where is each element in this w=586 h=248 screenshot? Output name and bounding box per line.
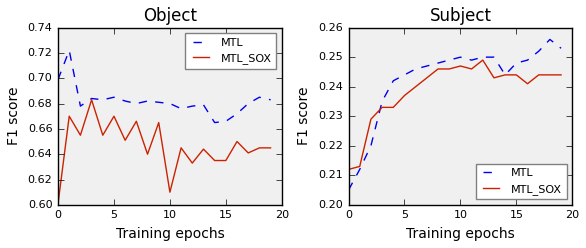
MTL: [479, 56, 486, 59]
MTL: [267, 98, 274, 101]
MTL_SOX: [110, 115, 117, 118]
MTL: [211, 121, 218, 124]
MTL: [345, 188, 352, 191]
Y-axis label: F1 score: F1 score: [6, 87, 21, 146]
MTL: [222, 120, 229, 123]
MTL: [166, 102, 173, 105]
MTL_SOX: [379, 106, 386, 109]
MTL_SOX: [524, 82, 531, 85]
MTL_SOX: [222, 159, 229, 162]
MTL: [122, 99, 129, 102]
MTL_SOX: [267, 146, 274, 149]
MTL_SOX: [122, 139, 129, 142]
MTL: [434, 62, 441, 64]
MTL_SOX: [502, 73, 509, 76]
MTL: [557, 47, 564, 50]
MTL: [189, 105, 196, 108]
MTL_SOX: [155, 121, 162, 124]
MTL_SOX: [66, 115, 73, 118]
MTL: [356, 168, 363, 171]
MTL: [446, 59, 453, 62]
MTL: [457, 56, 464, 59]
X-axis label: Training epochs: Training epochs: [115, 227, 224, 241]
MTL: [490, 56, 498, 59]
MTL_SOX: [367, 118, 374, 121]
MTL_SOX: [535, 73, 542, 76]
MTL_SOX: [546, 73, 553, 76]
MTL_SOX: [99, 134, 106, 137]
MTL_SOX: [356, 165, 363, 168]
MTL_SOX: [144, 153, 151, 156]
MTL_SOX: [178, 146, 185, 149]
MTL_SOX: [446, 67, 453, 70]
MTL: [155, 101, 162, 104]
MTL: [390, 79, 397, 82]
MTL_SOX: [434, 67, 441, 70]
MTL_SOX: [233, 140, 240, 143]
MTL_SOX: [468, 67, 475, 70]
MTL_SOX: [256, 146, 263, 149]
MTL_SOX: [457, 64, 464, 67]
MTL_SOX: [390, 106, 397, 109]
MTL_SOX: [189, 161, 196, 164]
MTL_SOX: [211, 159, 218, 162]
MTL_SOX: [77, 134, 84, 137]
MTL_SOX: [245, 152, 252, 155]
MTL: [233, 112, 240, 115]
Y-axis label: F1 score: F1 score: [297, 87, 311, 146]
MTL: [66, 49, 73, 52]
MTL_SOX: [423, 76, 430, 79]
MTL_SOX: [412, 85, 419, 88]
MTL_SOX: [133, 120, 140, 123]
MTL: [502, 73, 509, 76]
MTL: [468, 59, 475, 62]
MTL: [54, 78, 62, 81]
MTL: [133, 102, 140, 105]
MTL: [256, 96, 263, 99]
MTL_SOX: [490, 76, 498, 79]
MTL: [379, 100, 386, 103]
Line: MTL: MTL: [58, 50, 271, 123]
MTL: [99, 98, 106, 101]
MTL: [423, 64, 430, 67]
MTL_SOX: [479, 59, 486, 62]
Legend: MTL, MTL_SOX: MTL, MTL_SOX: [476, 164, 567, 199]
MTL: [524, 59, 531, 62]
MTL: [144, 99, 151, 102]
MTL: [178, 107, 185, 110]
MTL: [200, 103, 207, 106]
MTL: [110, 96, 117, 99]
Legend: MTL, MTL_SOX: MTL, MTL_SOX: [185, 33, 276, 68]
X-axis label: Training epochs: Training epochs: [406, 227, 515, 241]
MTL: [77, 105, 84, 108]
MTL: [88, 97, 95, 100]
MTL: [367, 144, 374, 147]
MTL: [412, 67, 419, 70]
MTL_SOX: [401, 94, 408, 97]
MTL_SOX: [166, 191, 173, 194]
MTL: [513, 62, 520, 64]
MTL: [401, 73, 408, 76]
MTL_SOX: [557, 73, 564, 76]
MTL: [535, 50, 542, 53]
Line: MTL_SOX: MTL_SOX: [349, 60, 561, 169]
Title: Subject: Subject: [430, 7, 492, 25]
Line: MTL: MTL: [349, 39, 561, 190]
Title: Object: Object: [143, 7, 197, 25]
MTL_SOX: [88, 98, 95, 101]
MTL_SOX: [200, 148, 207, 151]
MTL: [546, 38, 553, 41]
MTL_SOX: [54, 202, 62, 205]
MTL: [245, 102, 252, 105]
MTL_SOX: [513, 73, 520, 76]
Line: MTL_SOX: MTL_SOX: [58, 100, 271, 204]
MTL_SOX: [345, 168, 352, 171]
